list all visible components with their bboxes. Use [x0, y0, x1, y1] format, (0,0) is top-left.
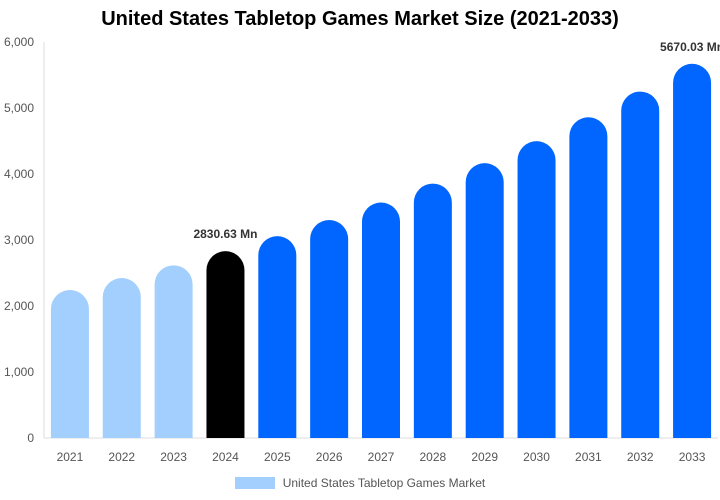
data-label-2024: 2830.63 Mn	[193, 227, 257, 241]
x-tick-label: 2032	[627, 450, 654, 464]
x-tick-label: 2026	[316, 450, 343, 464]
bar-2021	[50, 290, 89, 438]
x-tick-label: 2024	[212, 450, 239, 464]
y-tick-label: 4,000	[4, 167, 34, 181]
y-tick-label: 2,000	[4, 299, 34, 313]
y-tick-label: 3,000	[4, 233, 34, 247]
bar-2033	[673, 63, 712, 439]
bar-2032	[621, 91, 660, 438]
x-tick-label: 2023	[160, 450, 187, 464]
x-tick-label: 2030	[523, 450, 550, 464]
bar-2023	[154, 265, 193, 438]
x-tick-label: 2031	[575, 450, 602, 464]
y-tick-label: 1,000	[4, 365, 34, 379]
y-tick-label: 5,000	[4, 101, 34, 115]
x-tick-label: 2022	[108, 450, 135, 464]
bar-2031	[569, 117, 608, 439]
legend-label: United States Tabletop Games Market	[282, 476, 486, 490]
data-label-2033: 5670.03 Mn	[660, 40, 720, 54]
bar-2025	[258, 236, 297, 438]
bar-2026	[310, 220, 349, 438]
chart-title: United States Tabletop Games Market Size…	[101, 8, 619, 30]
bar-2030	[517, 141, 556, 438]
bar-2024	[206, 251, 245, 438]
x-tick-label: 2025	[264, 450, 291, 464]
bar-2022	[102, 278, 141, 438]
x-tick-label: 2029	[471, 450, 498, 464]
legend-swatch	[234, 477, 275, 489]
bar-2027	[362, 202, 400, 438]
x-tick-label: 2033	[679, 450, 706, 464]
y-tick-label: 0	[27, 431, 34, 445]
bar-2029	[465, 163, 504, 438]
bar-chart: 0 1,000 2,000 3,000 4,000 5,000 6,000 2021 2022 2…	[4, 35, 720, 464]
y-tick-label: 6,000	[4, 35, 34, 49]
legend: United States Tabletop Games Market	[0, 476, 720, 490]
x-tick-label: 2027	[368, 450, 395, 464]
bar-2028	[413, 183, 452, 438]
x-tick-label: 2028	[419, 450, 446, 464]
x-tick-label: 2021	[57, 450, 84, 464]
